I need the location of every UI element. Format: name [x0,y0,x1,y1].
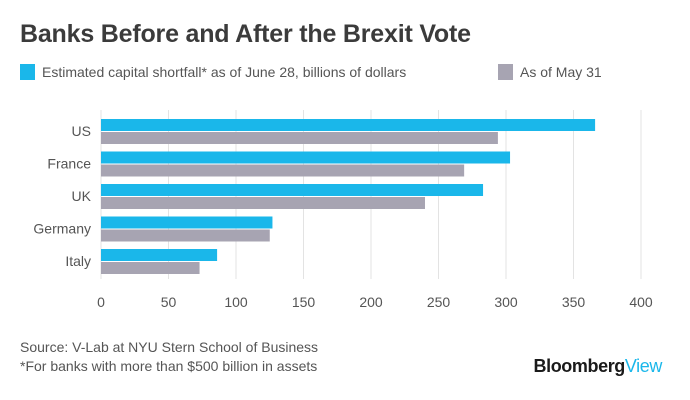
bar-us-may-31 [101,132,498,144]
legend-item-june-28: Estimated capital shortfall* as of June … [20,64,406,80]
bar-france-june-28 [101,151,511,164]
category-label-germany: Germany [33,221,91,237]
x-tick-label-400: 400 [629,294,653,310]
x-tick-label-50: 50 [161,294,177,310]
bar-uk-june-28 [101,184,484,196]
bar-us-june-28 [101,119,596,131]
bloomberg-view-logo: BloombergView [534,356,663,377]
legend: Estimated capital shortfall* as of June … [20,64,670,86]
bar-chart: US France UK Germany Italy 0 50 100 150 200 250 300… [33,110,653,310]
x-tick-label-350: 350 [562,294,586,310]
category-label-us: US [72,123,91,139]
bar-france-may-31 [101,164,465,177]
bar-germany-june-28 [101,216,273,229]
x-tick-label-150: 150 [292,294,316,310]
category-label-france: France [47,156,91,172]
source-note: Source: V-Lab at NYU Stern School of Bus… [20,339,319,355]
category-label-italy: Italy [65,253,91,269]
legend-swatch-june-28 [20,64,35,80]
legend-label-june-28: Estimated capital shortfall* as of June … [42,64,407,80]
x-tick-label-250: 250 [427,294,451,310]
chart-title: Banks Before and After the Brexit Vote [20,20,471,48]
bar-italy-may-31 [101,262,200,274]
x-tick-label-0: 0 [97,294,105,310]
x-tick-label-200: 200 [359,294,383,310]
bar-germany-may-31 [101,229,270,242]
legend-item-may-31: As of May 31 [498,64,602,80]
bar-italy-june-28 [101,249,218,261]
legend-label-may-31: As of May 31 [520,64,602,80]
category-label-uk: UK [72,188,92,204]
brand-name-accent: View [624,356,662,376]
legend-swatch-may-31 [498,64,513,80]
x-tick-label-100: 100 [224,294,248,310]
bar-uk-may-31 [101,197,425,209]
x-tick-label-300: 300 [494,294,518,310]
footnote: *For banks with more than $500 billion i… [20,358,318,374]
brand-name: Bloomberg [533,356,626,376]
